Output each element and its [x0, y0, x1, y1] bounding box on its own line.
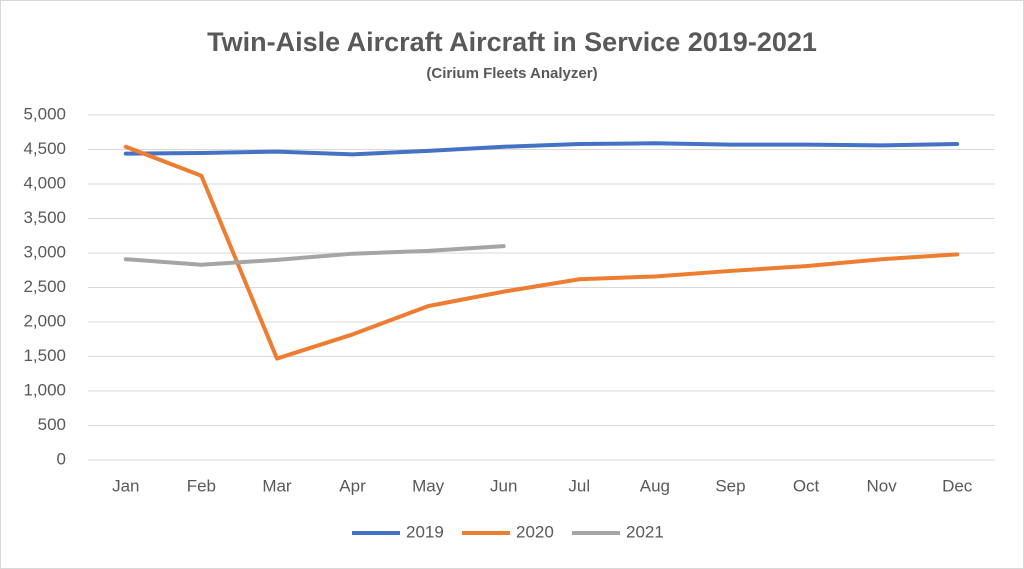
y-tick-label: 5,000 [23, 104, 66, 123]
x-tick-label: Dec [942, 476, 973, 495]
y-tick-label: 3,500 [23, 208, 66, 227]
chart-subtitle: (Cirium Fleets Analyzer) [426, 65, 597, 82]
y-tick-label: 1,500 [23, 346, 66, 365]
x-tick-label: Sep [715, 476, 745, 495]
x-tick-label: Mar [262, 476, 292, 495]
series-line [123, 144, 960, 361]
x-tick-label: Feb [187, 476, 216, 495]
x-tick-label: Oct [793, 476, 820, 495]
x-tick-label: Aug [640, 476, 670, 495]
x-tick-label: Nov [867, 476, 898, 495]
y-tick-label: 3,000 [23, 242, 66, 261]
y-tick-label: 500 [38, 415, 66, 434]
legend-label: 2020 [516, 522, 554, 541]
x-tick-label: Jul [568, 476, 590, 495]
chart-title: Twin-Aisle Aircraft Aircraft in Service … [207, 27, 817, 57]
x-tick-label: May [412, 476, 445, 495]
x-tick-label: Jan [112, 476, 139, 495]
y-tick-label: 2,500 [23, 277, 66, 296]
series-line [123, 244, 506, 267]
y-tick-label: 0 [57, 449, 66, 468]
x-tick-label: Jun [490, 476, 517, 495]
legend-label: 2021 [626, 522, 664, 541]
y-tick-label: 2,000 [23, 311, 66, 330]
y-tick-label: 4,500 [23, 139, 66, 158]
legend-label: 2019 [406, 522, 444, 541]
y-tick-label: 4,000 [23, 173, 66, 192]
series-line [123, 141, 960, 157]
x-tick-label: Apr [339, 476, 366, 495]
y-tick-label: 1,000 [23, 380, 66, 399]
